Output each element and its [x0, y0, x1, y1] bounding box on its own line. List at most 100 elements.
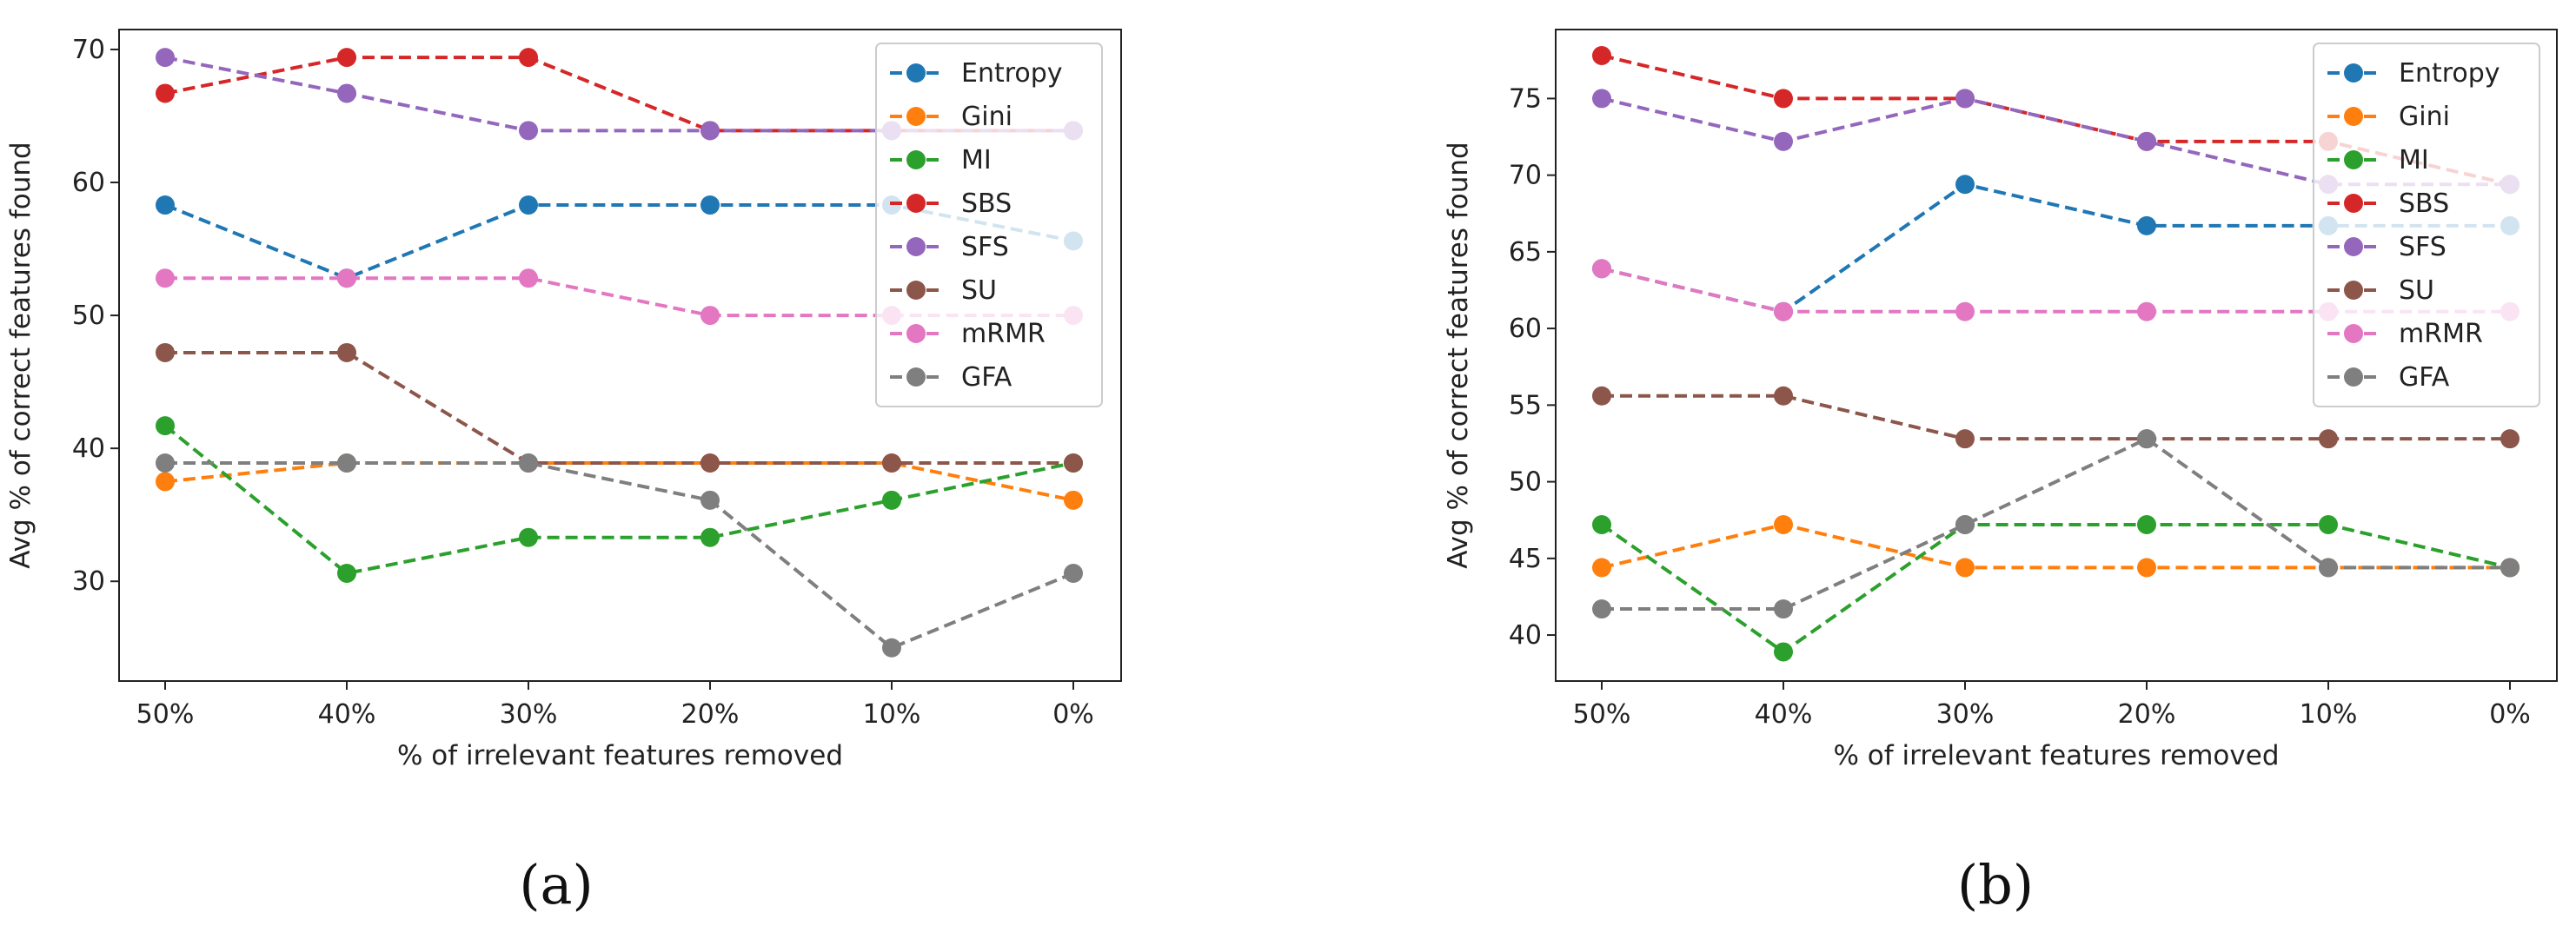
- chart-panel-b: 40 45 50 55 60 65 70 75 50% 40% 30% 20% 10% 0% % of ir…: [1443, 29, 2558, 916]
- data-point: [1592, 515, 1611, 534]
- legend-marker: [2344, 281, 2363, 300]
- legend-marker: [906, 150, 926, 169]
- plot-frame: [1555, 29, 2558, 682]
- data-point: [1774, 642, 1793, 662]
- x-tick-label: 10%: [863, 699, 921, 730]
- legend-marker: [906, 237, 926, 256]
- series-line: [1601, 267, 2510, 314]
- y-tick-label: 40: [72, 433, 105, 464]
- legend-entry: MI: [890, 145, 992, 175]
- data-point: [1955, 89, 1975, 109]
- data-point: [1774, 301, 1793, 321]
- data-point: [1955, 175, 1975, 195]
- legend-entry: mRMR: [2327, 319, 2483, 349]
- data-point: [519, 453, 538, 473]
- y-tick-label: 40: [1509, 620, 1542, 651]
- y-tick-label: 65: [1509, 237, 1542, 268]
- x-tick-label: 40%: [318, 699, 376, 730]
- series-line: [165, 460, 1074, 651]
- x-tick-label: 30%: [500, 699, 558, 730]
- data-point: [1064, 453, 1083, 473]
- x-axis-label: % of irrelevant features removed: [397, 740, 843, 771]
- legend-box: [875, 43, 1103, 407]
- legend-label: Entropy: [2399, 58, 2500, 89]
- data-point: [2319, 515, 2338, 534]
- data-point: [1955, 515, 1975, 534]
- series-mi: [156, 416, 1083, 584]
- legend-entry: SBS: [2327, 189, 2449, 219]
- data-point: [337, 453, 356, 473]
- data-point: [2319, 429, 2338, 449]
- data-point: [2500, 558, 2520, 578]
- legend-label: Gini: [961, 102, 1012, 132]
- y-tick-label: 60: [1509, 314, 1542, 344]
- data-point: [1774, 89, 1793, 109]
- data-point: [156, 48, 175, 68]
- data-point: [2137, 558, 2156, 578]
- series-line: [1602, 394, 2510, 441]
- legend-marker: [906, 281, 926, 300]
- series-su: [156, 342, 1083, 473]
- y-axis-label: Avg % of correct features found: [1443, 142, 1474, 569]
- data-point: [700, 527, 720, 547]
- y-tick-label: 70: [1509, 161, 1542, 191]
- legend-marker: [906, 194, 926, 213]
- legend-label: Entropy: [961, 58, 1063, 89]
- x-tick-label: 50%: [136, 699, 195, 730]
- legend-label: MI: [961, 145, 992, 175]
- legend-label: MI: [2399, 145, 2429, 175]
- chart-panel-a: 30 40 50 60 70 50% 40% 30% 20% 10% 0% % of irreleva…: [5, 29, 1122, 916]
- y-tick-label: 55: [1509, 390, 1542, 420]
- data-point: [2137, 515, 2156, 534]
- data-point: [882, 490, 901, 510]
- y-tick-label: 50: [72, 301, 105, 331]
- legend-marker: [2344, 367, 2363, 387]
- data-point: [519, 195, 538, 215]
- data-point: [519, 268, 538, 288]
- data-point: [700, 490, 720, 510]
- data-point: [1955, 429, 1975, 449]
- data-point: [337, 83, 356, 103]
- x-tick-label: 20%: [2118, 699, 2176, 730]
- x-tick-label: 0%: [1052, 699, 1094, 730]
- data-point: [519, 48, 538, 68]
- panel-label: (b): [1957, 853, 2034, 916]
- data-point: [337, 268, 356, 288]
- legend-marker: [906, 367, 926, 387]
- series-line: [165, 350, 1073, 465]
- data-point: [1592, 89, 1611, 109]
- y-tick-label: 70: [72, 35, 105, 65]
- legend-marker: [906, 63, 926, 83]
- legend-label: SBS: [961, 189, 1012, 219]
- y-tick-label: 45: [1509, 544, 1542, 574]
- legend-entry: GFA: [2327, 362, 2450, 393]
- legend-marker: [906, 324, 926, 343]
- legend-entry: mRMR: [890, 319, 1046, 349]
- x-tick-label: 0%: [2489, 699, 2531, 730]
- legend: Entropy Gini MI SBS SFS SU mRMR GFA: [875, 43, 1103, 407]
- legend-label: SBS: [2399, 189, 2449, 219]
- legend-label: mRMR: [2399, 319, 2483, 349]
- data-point: [156, 416, 175, 436]
- legend-marker: [906, 107, 926, 126]
- y-tick-label: 60: [72, 168, 105, 198]
- legend-label: SU: [2399, 275, 2434, 306]
- data-point: [2137, 131, 2156, 151]
- y-tick-label: 50: [1509, 467, 1542, 498]
- data-point: [1955, 301, 1975, 321]
- data-point: [1774, 515, 1793, 534]
- data-point: [1955, 558, 1975, 578]
- data-point: [2137, 429, 2156, 449]
- legend-marker: [2344, 237, 2363, 256]
- data-point: [700, 453, 720, 473]
- data-point: [700, 195, 720, 215]
- y-tick-label: 75: [1509, 83, 1542, 114]
- data-point: [2500, 429, 2520, 449]
- legend-entry: GFA: [890, 362, 1012, 393]
- data-point: [882, 638, 901, 658]
- data-point: [1592, 259, 1611, 279]
- legend-entry: Gini: [2327, 102, 2450, 132]
- legend-entry: SFS: [890, 232, 1009, 262]
- legend-label: SFS: [961, 232, 1009, 262]
